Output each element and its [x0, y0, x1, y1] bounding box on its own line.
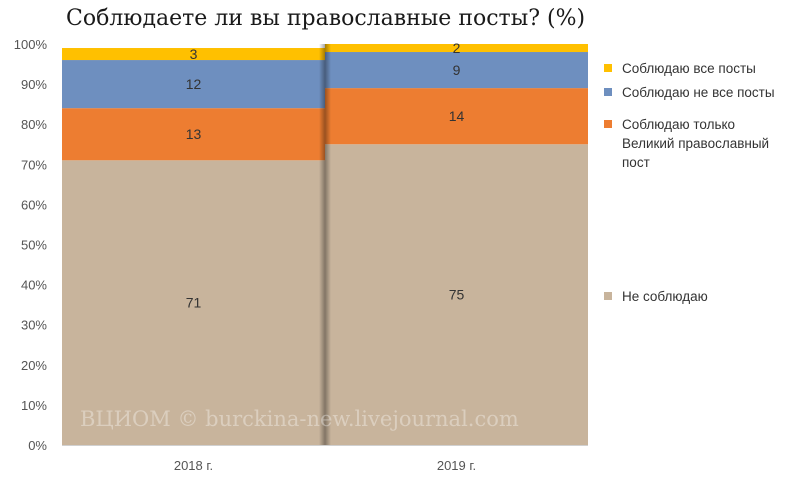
y-tick-label: 100%: [14, 37, 48, 52]
y-tick-label: 80%: [21, 117, 47, 132]
y-tick-label: 70%: [21, 157, 47, 172]
y-tick-label: 50%: [21, 238, 47, 253]
y-tick-label: 10%: [21, 398, 47, 413]
legend-label: Не соблюдаю: [622, 289, 708, 304]
bar-segment: [62, 48, 325, 61]
y-tick-label: 0%: [28, 438, 47, 453]
y-tick-label: 30%: [21, 318, 47, 333]
legend-swatch: [604, 292, 612, 300]
x-tick-label: 2019 г.: [437, 458, 476, 473]
data-label: 9: [453, 62, 461, 78]
legend-swatch: [604, 120, 612, 128]
chart-title: Соблюдаете ли вы православные посты? (%): [66, 6, 586, 31]
data-label: 14: [449, 108, 465, 124]
data-label: 13: [186, 126, 202, 142]
bar-segment: [325, 44, 588, 53]
x-tick-label: 2018 г.: [174, 458, 213, 473]
legend-swatch: [604, 64, 612, 72]
watermark: ВЦИОМ © burckina-new.livejournal.com: [80, 407, 519, 431]
legend-label: Соблюдаю только Великий православный пост: [622, 117, 769, 170]
bar-divider: [319, 44, 331, 445]
legend-swatch: [604, 88, 612, 96]
data-label: 2: [453, 40, 461, 56]
legend-label: Соблюдаю все посты: [622, 61, 756, 76]
bar-segment: [62, 108, 325, 161]
data-label: 75: [449, 287, 465, 303]
bar-segment: [325, 52, 588, 89]
legend-label: Соблюдаю не все посты: [622, 85, 775, 100]
bar-segment: [325, 144, 588, 445]
y-tick-label: 40%: [21, 278, 47, 293]
bar-segment: [62, 160, 325, 446]
data-label: 12: [186, 76, 202, 92]
data-label: 3: [190, 46, 198, 62]
data-label: 71: [186, 295, 202, 311]
y-tick-label: 90%: [21, 77, 47, 92]
y-tick-label: 20%: [21, 358, 47, 373]
y-tick-label: 60%: [21, 197, 47, 212]
bar-segment: [62, 60, 325, 109]
bar-segment: [325, 88, 588, 145]
